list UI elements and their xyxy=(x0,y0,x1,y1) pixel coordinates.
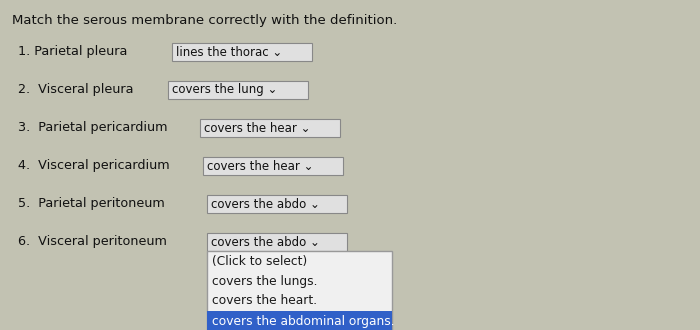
FancyBboxPatch shape xyxy=(207,195,347,213)
FancyBboxPatch shape xyxy=(172,43,312,61)
Text: 1. Parietal pleura: 1. Parietal pleura xyxy=(18,46,127,58)
Text: covers the abdominal organs.: covers the abdominal organs. xyxy=(212,314,395,327)
Text: 4.  Visceral pericardium: 4. Visceral pericardium xyxy=(18,159,169,173)
FancyBboxPatch shape xyxy=(207,251,392,330)
Text: 2.  Visceral pleura: 2. Visceral pleura xyxy=(18,83,134,96)
Text: 6.  Visceral peritoneum: 6. Visceral peritoneum xyxy=(18,236,167,248)
FancyBboxPatch shape xyxy=(200,119,340,137)
Text: 3.  Parietal pericardium: 3. Parietal pericardium xyxy=(18,121,167,135)
Text: covers the abdo ⌄: covers the abdo ⌄ xyxy=(211,197,320,211)
FancyBboxPatch shape xyxy=(207,233,347,251)
Text: lines the thorac ⌄: lines the thorac ⌄ xyxy=(176,46,282,58)
Text: 5.  Parietal peritoneum: 5. Parietal peritoneum xyxy=(18,197,164,211)
Text: covers the heart.: covers the heart. xyxy=(212,294,317,308)
Text: covers the hear ⌄: covers the hear ⌄ xyxy=(207,159,314,173)
FancyBboxPatch shape xyxy=(168,81,308,99)
Text: (Click to select): (Click to select) xyxy=(212,254,307,268)
Text: covers the hear ⌄: covers the hear ⌄ xyxy=(204,121,311,135)
FancyBboxPatch shape xyxy=(203,157,343,175)
Text: Match the serous membrane correctly with the definition.: Match the serous membrane correctly with… xyxy=(12,14,398,27)
FancyBboxPatch shape xyxy=(207,311,392,330)
Text: covers the lungs.: covers the lungs. xyxy=(212,275,318,287)
Text: covers the lung ⌄: covers the lung ⌄ xyxy=(172,83,277,96)
Text: covers the abdo ⌄: covers the abdo ⌄ xyxy=(211,236,320,248)
